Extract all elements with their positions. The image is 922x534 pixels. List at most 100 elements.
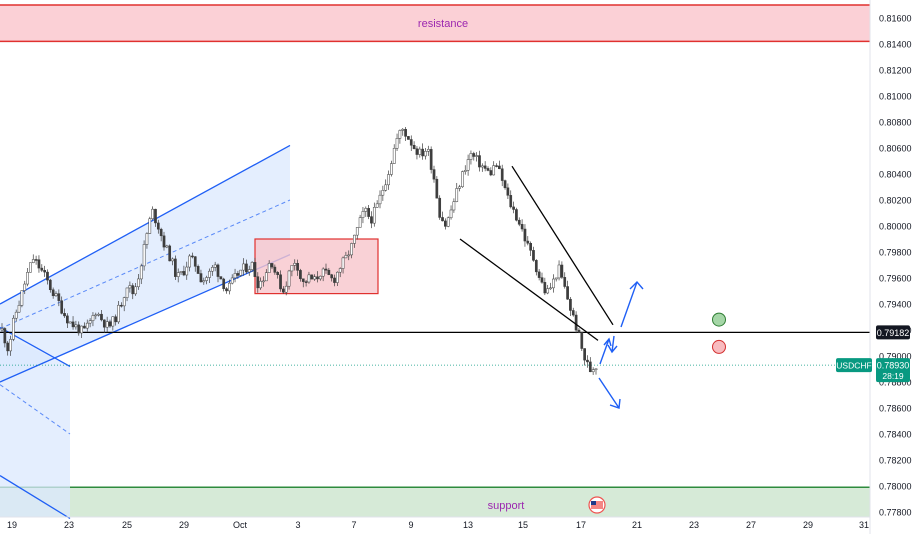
price-tick-label: 0.80000 — [879, 222, 912, 232]
candle-body — [154, 208, 157, 224]
candle-body — [336, 271, 339, 283]
candle-body — [63, 313, 66, 317]
candle-body — [250, 262, 254, 270]
candle-body — [475, 155, 478, 157]
candle-body — [256, 276, 260, 289]
last-price-badge — [876, 358, 910, 383]
candle-body — [205, 277, 208, 281]
candle-body — [506, 187, 510, 196]
candle-body — [216, 264, 220, 277]
candle-body — [34, 259, 38, 261]
candle-body — [478, 155, 481, 168]
scenario-up-arrow — [620, 281, 638, 328]
candle-body — [142, 244, 146, 267]
channel-lower-line — [0, 254, 291, 383]
candle-body — [557, 264, 561, 279]
candle-body — [304, 281, 308, 283]
candle-body — [588, 361, 592, 373]
candle-body — [85, 322, 89, 329]
candle-body — [122, 297, 126, 307]
time-tick-label: 15 — [518, 520, 528, 530]
candle-body — [46, 271, 49, 281]
support-zone — [0, 487, 870, 517]
candle-body — [247, 269, 251, 273]
candle-body — [120, 304, 123, 307]
candle-body — [318, 275, 322, 280]
candle-body — [77, 324, 81, 334]
candle-body — [128, 285, 132, 289]
candle-body — [179, 271, 183, 273]
candle-body — [287, 270, 291, 287]
candle-body — [134, 286, 137, 295]
candle-body — [193, 256, 197, 267]
time-tick-label: 25 — [122, 520, 132, 530]
candle-body — [594, 368, 598, 371]
channel-bottom-extension-line — [0, 475, 71, 520]
symbol-badge-text: USDCHF — [836, 361, 871, 371]
candle-body — [338, 268, 342, 273]
candle-body — [407, 136, 410, 140]
overlay-layer — [459, 165, 726, 514]
candle-body — [80, 325, 83, 334]
candle-body — [543, 282, 547, 294]
candle-body — [327, 269, 331, 275]
scenario-up-arrow-small-2 — [611, 335, 615, 353]
candle-body — [529, 242, 532, 251]
candle-body — [299, 270, 302, 280]
candle-body — [296, 262, 299, 271]
candle-body — [210, 267, 214, 272]
candle-body — [512, 206, 515, 210]
candle-body — [108, 321, 112, 327]
price-tick-label: 0.81200 — [879, 66, 912, 76]
candle-body — [569, 298, 572, 311]
countdown-badge-text: 28:19 — [882, 371, 904, 381]
candle-body — [364, 208, 368, 212]
candle-body — [125, 287, 129, 298]
candle-body — [230, 277, 234, 284]
candle-body — [276, 272, 280, 275]
candle-body — [563, 277, 567, 287]
candle-body — [199, 273, 203, 283]
candle-body — [60, 300, 64, 314]
time-tick-label: 13 — [463, 520, 473, 530]
candle-body — [554, 277, 558, 280]
time-tick-label: 9 — [408, 520, 413, 530]
candle-body — [213, 264, 217, 268]
candle-body — [333, 277, 336, 283]
candle-body — [236, 273, 240, 276]
candle-body — [6, 342, 10, 352]
candle-body — [353, 234, 356, 244]
candle-body — [441, 217, 444, 222]
price-tick-label: 0.81400 — [879, 40, 912, 50]
candle-body — [233, 273, 237, 279]
candle-body — [367, 208, 370, 217]
candle-body — [324, 268, 328, 271]
candle-body — [520, 224, 524, 230]
price-tick-label: 0.78200 — [879, 456, 912, 466]
time-tick-label: 7 — [351, 520, 356, 530]
candle-body — [182, 271, 186, 276]
candle-body — [378, 194, 382, 205]
candle-body — [390, 163, 393, 175]
candle-body — [310, 274, 314, 280]
candle-body — [492, 165, 496, 176]
candle-body — [401, 128, 405, 131]
candle-body — [148, 218, 152, 234]
candle-body — [381, 190, 385, 196]
candle-body — [219, 276, 223, 280]
candle-body — [347, 254, 351, 257]
price-axis[interactable]: 0.81600 0.81400 0.81200 0.81000 0.80800 0.806… — [879, 14, 912, 518]
time-tick-label: 23 — [689, 520, 699, 530]
candle-body — [20, 290, 24, 306]
time-tick-label: 29 — [179, 520, 189, 530]
time-axis[interactable]: 19 23 25 29 Oct 3 7 9 13 15 17 21 23 27 29 31 — [7, 520, 869, 530]
candle-body — [162, 235, 166, 248]
candle-body — [463, 170, 467, 172]
candle-body — [469, 153, 473, 160]
candle-body — [313, 276, 316, 280]
scenario-up-arrow-small-head — [603, 337, 612, 347]
candle-body — [284, 285, 288, 293]
candle-body — [435, 178, 439, 199]
